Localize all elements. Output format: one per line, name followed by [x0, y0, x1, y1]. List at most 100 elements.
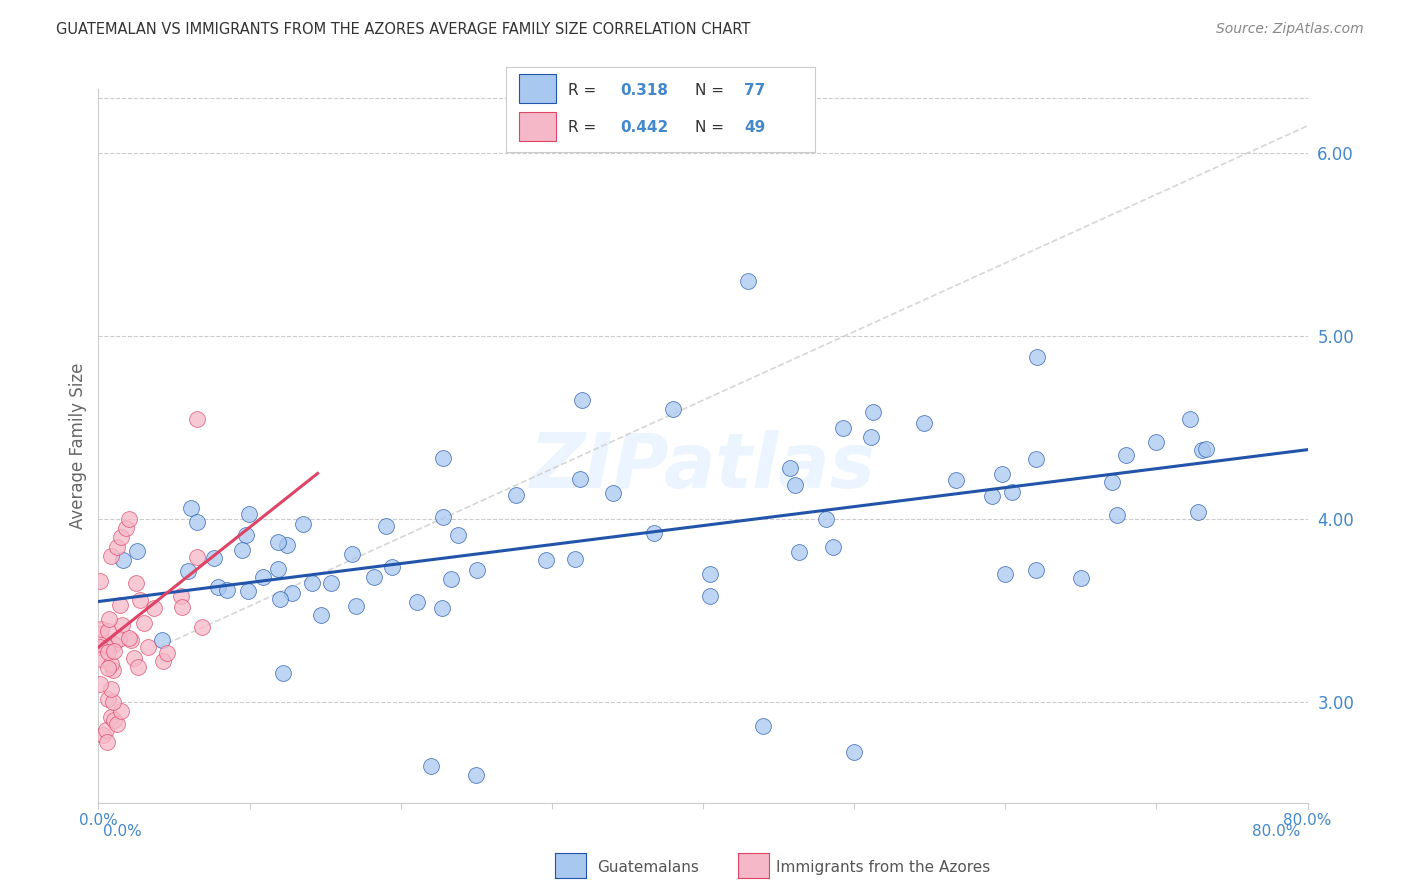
Point — [374, 519, 396, 533]
Point — [236, 583, 259, 598]
Point — [1101, 475, 1123, 489]
Point — [945, 473, 967, 487]
Point — [912, 416, 935, 430]
Point — [280, 586, 302, 600]
Point — [101, 695, 124, 709]
Point — [787, 545, 810, 559]
Point — [432, 450, 454, 465]
Point — [121, 633, 143, 648]
Point — [207, 580, 229, 594]
Point — [238, 507, 260, 521]
Point — [643, 526, 665, 541]
Point — [465, 768, 488, 782]
Point — [111, 618, 134, 632]
Point — [505, 488, 527, 502]
Text: 0.0%: 0.0% — [103, 824, 142, 838]
Point — [128, 593, 150, 607]
Point — [122, 651, 145, 665]
Point — [571, 393, 593, 408]
Point — [96, 640, 118, 654]
Point — [301, 576, 323, 591]
Text: N =: N = — [695, 120, 728, 136]
Point — [132, 616, 155, 631]
Point — [202, 551, 225, 566]
Point — [1070, 571, 1092, 585]
Point — [1025, 452, 1047, 467]
Point — [97, 660, 120, 674]
Point — [110, 531, 132, 545]
Point — [994, 567, 1017, 582]
Text: N =: N = — [695, 83, 728, 98]
Point — [276, 538, 298, 552]
Point — [602, 485, 624, 500]
Point — [170, 599, 193, 614]
Point — [534, 553, 557, 567]
Point — [186, 549, 208, 564]
Point — [363, 570, 385, 584]
Text: 77: 77 — [744, 83, 766, 98]
Point — [127, 544, 149, 558]
Point — [860, 430, 883, 444]
Point — [1187, 505, 1209, 519]
Point — [447, 528, 470, 542]
Text: GUATEMALAN VS IMMIGRANTS FROM THE AZORES AVERAGE FAMILY SIZE CORRELATION CHART: GUATEMALAN VS IMMIGRANTS FROM THE AZORES… — [56, 22, 751, 37]
Point — [103, 644, 125, 658]
Point — [170, 590, 193, 604]
Point — [114, 521, 136, 535]
Point — [779, 461, 801, 475]
Point — [568, 472, 591, 486]
Point — [90, 622, 112, 636]
Point — [89, 627, 111, 641]
Point — [177, 564, 200, 578]
Point — [91, 728, 114, 742]
Point — [321, 576, 343, 591]
Point — [737, 274, 759, 288]
Point — [105, 717, 128, 731]
Point — [699, 566, 721, 581]
Point — [100, 549, 122, 563]
Point — [1001, 484, 1024, 499]
Y-axis label: Average Family Size: Average Family Size — [69, 363, 87, 529]
Point — [862, 404, 884, 418]
Point — [107, 632, 129, 646]
Point — [252, 570, 274, 584]
Point — [150, 632, 173, 647]
Point — [217, 583, 239, 598]
Point — [752, 719, 775, 733]
Point — [269, 592, 291, 607]
Point — [90, 652, 112, 666]
Point — [97, 692, 120, 706]
Text: 0.442: 0.442 — [620, 120, 669, 136]
Text: ZIPatlas: ZIPatlas — [530, 431, 876, 504]
Point — [785, 478, 807, 492]
Point — [152, 654, 174, 668]
Point — [97, 644, 120, 658]
Point — [186, 515, 208, 529]
Text: R =: R = — [568, 83, 602, 98]
Point — [432, 601, 454, 615]
Point — [101, 663, 124, 677]
Text: 80.0%: 80.0% — [1253, 824, 1301, 838]
Point — [815, 511, 838, 525]
Point — [156, 646, 179, 660]
Bar — [519, 112, 555, 142]
Point — [110, 704, 132, 718]
Point — [103, 637, 125, 651]
Point — [89, 574, 111, 588]
Point — [191, 620, 214, 634]
Text: R =: R = — [568, 120, 602, 136]
Point — [267, 534, 290, 549]
Point — [564, 552, 586, 566]
Text: 0.318: 0.318 — [620, 83, 669, 98]
Point — [1025, 350, 1047, 364]
Point — [266, 562, 288, 576]
Point — [100, 710, 122, 724]
Point — [127, 660, 149, 674]
Point — [108, 599, 131, 613]
Point — [844, 745, 866, 759]
Point — [1024, 563, 1046, 577]
Point — [125, 576, 148, 591]
Point — [381, 560, 404, 574]
Point — [94, 723, 117, 737]
Point — [1144, 435, 1167, 450]
